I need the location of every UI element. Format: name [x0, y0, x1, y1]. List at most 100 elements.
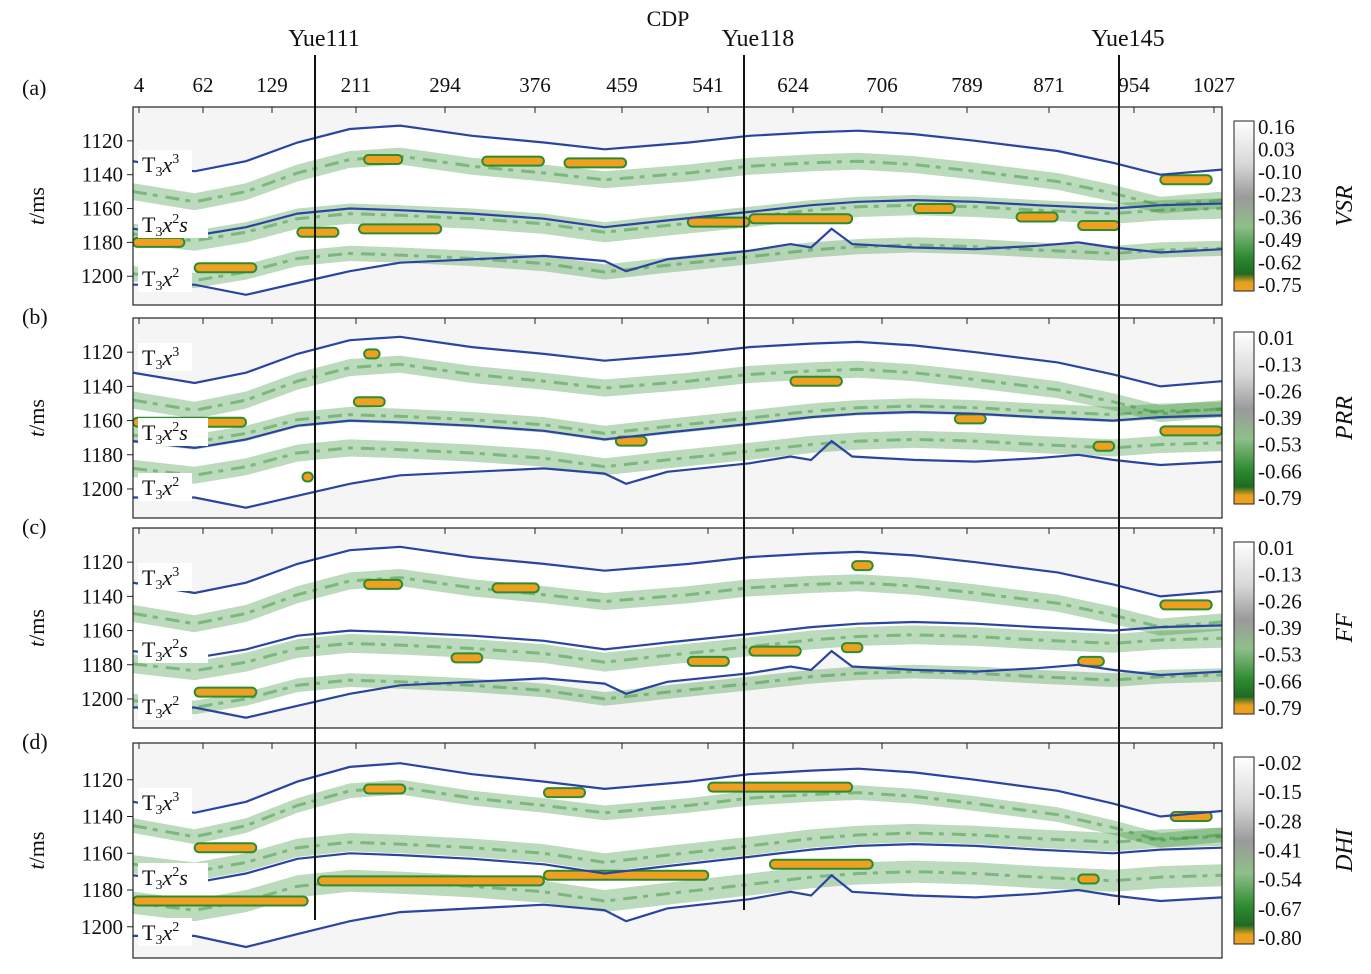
formation-label-text: T3x2: [142, 920, 179, 948]
y-tick-label: 1180: [82, 230, 123, 254]
amplitude-streak: [133, 243, 1222, 283]
colorbar-tick-label: -0.15: [1258, 780, 1302, 804]
y-tick-label: 1180: [82, 443, 123, 467]
gas-anomaly: [1159, 599, 1213, 611]
well-label: Yue145: [1091, 26, 1164, 52]
amplitude-streak: [133, 362, 1222, 416]
y-tick-label: 1160: [82, 619, 123, 643]
x-axis-title: CDP: [647, 6, 690, 31]
colorbar-tick-label: -0.66: [1258, 669, 1302, 693]
formation-label-bg: [138, 150, 192, 178]
seismic-section: [133, 124, 1222, 296]
x-tick-label: 871: [1033, 73, 1065, 97]
colorbar-tick-label: -0.79: [1258, 486, 1302, 510]
x-tick-label: 459: [606, 73, 638, 97]
gas-anomaly: [953, 413, 987, 425]
gas-anomaly: [450, 652, 484, 664]
formation-label-text: T3x2s: [142, 420, 188, 448]
horizon-mid: [133, 198, 1222, 237]
formation-label-text: T3x2: [142, 694, 179, 722]
y-tick-label: 1140: [82, 584, 123, 608]
formation-label-text: T3x3: [142, 345, 179, 373]
formation-label-text: T3x2s: [142, 637, 188, 665]
amplitude-band: [133, 398, 1222, 450]
horizon-mid: [133, 410, 1222, 450]
horizon-top: [133, 545, 1222, 598]
formation-label: T3x2: [138, 264, 192, 294]
amplitude-band: [133, 625, 1222, 681]
gas-anomaly: [296, 226, 340, 238]
x-tick-label: 789: [951, 73, 983, 97]
gas-anomaly: [542, 787, 587, 799]
formation-label-bg: [138, 692, 192, 720]
formation-label-bg: [138, 264, 192, 292]
formation-label-bg: [138, 635, 208, 663]
y-tick-label: 1120: [82, 768, 123, 792]
colorbar-frame: [1233, 331, 1255, 505]
seismic-section: [133, 545, 1222, 719]
colorbar-tick-label: -0.75: [1258, 273, 1302, 297]
panel-label: (c): [22, 514, 46, 539]
horizon-top: [133, 124, 1222, 176]
gas-anomaly: [707, 781, 854, 793]
panel-prr: 1120 1140 1160 1180 1200 t/ms (b) T3x3 T3x2s T3x2…: [22, 304, 1358, 519]
formation-label: T3x2: [138, 692, 192, 722]
formation-label-text: T3x2s: [142, 865, 188, 893]
gas-anomaly: [1077, 219, 1121, 231]
gas-anomaly: [491, 582, 540, 594]
gas-anomaly: [1092, 440, 1116, 452]
x-tick-label: 4: [134, 73, 145, 97]
formation-label-text: T3x3: [142, 790, 179, 818]
gas-anomaly: [542, 869, 710, 881]
y-tick-label: 1200: [81, 477, 123, 501]
layer-zone: [133, 336, 1222, 508]
formation-label-text: T3x2: [142, 475, 179, 503]
y-tick-label: 1180: [82, 878, 123, 902]
gas-anomaly: [1015, 211, 1059, 223]
horizon-top: [133, 762, 1222, 818]
formation-label-bg: [138, 418, 208, 446]
formation-label: T3x2s: [138, 863, 208, 893]
panel-vsr: 1120 1140 1160 1180 1200 t/ms (a) T3x3 T3x2s T3x2…: [22, 75, 1358, 306]
panel-label: (d): [22, 729, 48, 754]
y-tick-label: 1200: [81, 915, 123, 939]
gas-anomaly: [363, 578, 404, 590]
attribute-label: VSR: [1332, 185, 1358, 227]
gas-anomaly: [193, 842, 258, 854]
well-lines: [314, 55, 1120, 920]
formation-label: T3x2: [138, 918, 192, 948]
y-tick-label: 1140: [82, 374, 123, 398]
gas-anomaly: [363, 153, 404, 165]
colorbar-tick-label: -0.49: [1258, 228, 1302, 252]
formation-label-bg: [138, 788, 192, 816]
attribute-label: PRR: [1332, 396, 1358, 441]
formation-label-bg: [138, 210, 208, 238]
gas-anomaly: [768, 858, 874, 870]
layer-zone: [133, 763, 1222, 947]
gas-anomaly: [686, 216, 751, 228]
amplitude-band: [133, 823, 1222, 881]
colorbar: [1234, 121, 1254, 291]
colorbar-tick-label: -0.26: [1258, 379, 1302, 403]
panels: 1120 1140 1160 1180 1200 t/ms (a) T3x3 T3x2s T3x2…: [22, 75, 1358, 959]
formation-label: T3x3: [138, 563, 192, 593]
colorbar-tick-label: -0.79: [1258, 696, 1302, 720]
layer-zone: [133, 546, 1222, 718]
colorbar: [1234, 332, 1254, 504]
y-tick-label: 1160: [82, 197, 123, 221]
amplitude-streak: [133, 670, 1222, 710]
horizon-bot: [133, 227, 1222, 296]
gas-anomaly: [1159, 425, 1222, 437]
colorbar-tick-label: 0.01: [1258, 326, 1295, 350]
y-tick-label: 1200: [81, 687, 123, 711]
colorbar: [1234, 757, 1254, 944]
formation-label-bg: [138, 563, 192, 591]
x-tick-label: 1027: [1193, 73, 1235, 97]
attribute-label: FF: [1332, 613, 1358, 644]
y-tick-label: 1200: [81, 264, 123, 288]
amplitude-streak: [133, 870, 1222, 912]
y-axis-label: t/ms: [24, 609, 49, 647]
gas-anomaly: [316, 875, 545, 887]
x-tick-label: 62: [193, 73, 214, 97]
